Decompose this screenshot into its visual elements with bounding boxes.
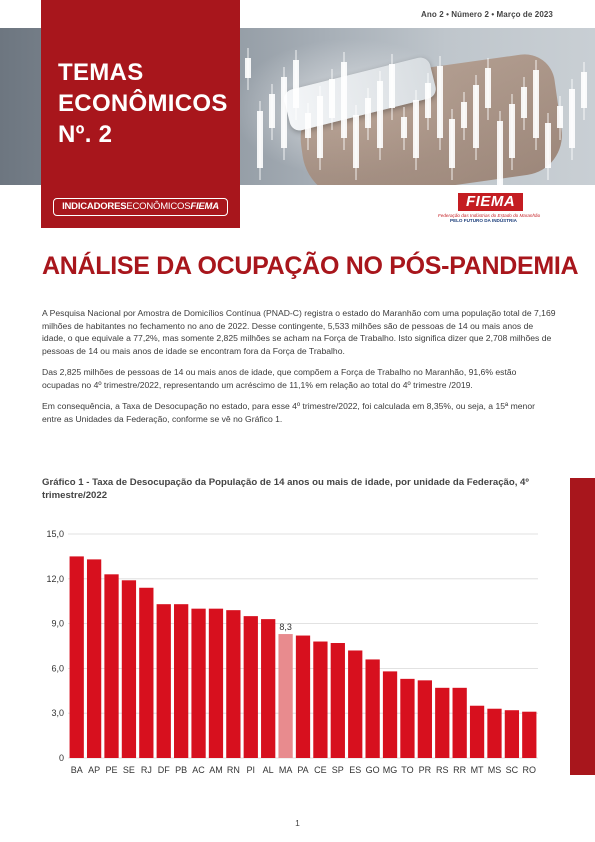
y-tick-label: 3,0 [51, 708, 64, 718]
page-number: 1 [295, 818, 300, 828]
y-tick-label: 6,0 [51, 663, 64, 673]
header-image [0, 28, 595, 185]
title-line: Nº. 2 [58, 121, 113, 148]
x-tick-label: PI [247, 765, 256, 775]
candlestick-decoration [245, 48, 587, 185]
x-tick-label: TO [401, 765, 413, 775]
x-tick-label: SP [332, 765, 344, 775]
x-tick-label: MS [488, 765, 502, 775]
side-accent-bar [570, 478, 595, 775]
bar [191, 608, 206, 758]
y-tick-label: 15,0 [46, 529, 64, 539]
paragraph: Das 2,825 milhões de pessoas de 14 ou ma… [42, 367, 517, 390]
x-tick-label: RN [227, 765, 240, 775]
fiema-logo-tagline: PELO FUTURO DA INDÚSTRIA [450, 218, 517, 223]
x-tick-label: CE [314, 765, 327, 775]
title-line: ECONÔMICOS [58, 90, 228, 117]
bar [365, 659, 380, 758]
data-label: 8,3 [279, 622, 292, 632]
x-tick-label: AP [88, 765, 100, 775]
fiema-logo-mark: FIEMA [458, 193, 524, 211]
bar [243, 616, 258, 758]
y-tick-label: 9,0 [51, 619, 64, 629]
article-headline: ANÁLISE DA OCUPAÇÃO NO PÓS-PANDEMIA [42, 252, 579, 280]
bar [313, 641, 328, 758]
bar [226, 610, 241, 758]
x-tick-label: MA [279, 765, 293, 775]
bar-series [69, 556, 537, 758]
bar [400, 678, 415, 758]
paragraph: A Pesquisa Nacional por Amostra de Domic… [42, 308, 556, 356]
x-tick-label: RO [523, 765, 537, 775]
x-tick-label: SC [506, 765, 519, 775]
x-tick-label: AL [263, 765, 274, 775]
x-tick-label: AM [209, 765, 223, 775]
x-tick-label: MT [471, 765, 484, 775]
title-line: TEMAS [58, 59, 144, 86]
bar [522, 711, 537, 758]
indicadores-badge: INDICADORESECONÔMICOSFIEMA [53, 198, 228, 216]
bar [69, 556, 84, 758]
bar [278, 634, 293, 758]
bar [417, 680, 432, 758]
x-tick-label: GO [366, 765, 380, 775]
x-tick-label: RJ [141, 765, 152, 775]
bar [295, 635, 311, 758]
bar [156, 604, 171, 758]
fiema-logo-subtitle: Federação das Indústrias do Estado do Ma… [438, 213, 541, 218]
y-tick-label: 12,0 [46, 574, 64, 584]
bar-chart: 0 3,0 6,0 9,0 12,0 15,0 BA AP PE SE RJ DF PB AC AM RN PI… [46, 529, 538, 775]
bar [504, 710, 520, 758]
x-tick-label: DF [158, 765, 170, 775]
article-body: A Pesquisa Nacional por Amostra de Domic… [42, 307, 556, 434]
bar [382, 671, 398, 758]
bar [435, 687, 450, 758]
badge-part: INDICADORES [62, 201, 127, 212]
title-block: TEMAS ECONÔMICOS Nº. 2 INDICADORESECONÔM… [41, 0, 240, 228]
bar [86, 559, 102, 758]
x-tick-label: AC [192, 765, 205, 775]
x-tick-label: PB [175, 765, 187, 775]
bar [208, 608, 224, 758]
fiema-logo: FIEMA Federação das Indústrias do Estado… [438, 193, 558, 223]
bar [469, 705, 485, 758]
bar [121, 580, 137, 758]
x-tick-label: MG [383, 765, 398, 775]
bar [452, 687, 467, 758]
x-tick-label: BA [71, 765, 83, 775]
y-tick-label: 0 [59, 753, 64, 763]
bar [348, 650, 363, 758]
badge-part: ECONÔMICOS [126, 201, 191, 212]
x-tick-label: SE [123, 765, 135, 775]
x-tick-label: RR [453, 765, 466, 775]
bar [261, 619, 276, 758]
bar [104, 574, 119, 758]
bar [330, 643, 345, 758]
paragraph: Em consequência, a Taxa de Desocupação n… [42, 401, 535, 424]
bar [487, 708, 502, 758]
x-tick-label: ES [349, 765, 361, 775]
x-tick-label: PR [419, 765, 432, 775]
chart-title: Gráfico 1 - Taxa de Desocupação da Popul… [42, 477, 529, 501]
x-tick-label: RS [436, 765, 449, 775]
badge-part: FIEMA [190, 201, 219, 212]
bar [174, 604, 189, 758]
bar [139, 587, 154, 758]
x-tick-label: PE [106, 765, 118, 775]
x-tick-label: PA [297, 765, 308, 775]
issue-info: Ano 2 • Número 2 • Março de 2023 [421, 10, 553, 19]
publication-title: TEMAS ECONÔMICOS Nº. 2 [58, 57, 228, 150]
